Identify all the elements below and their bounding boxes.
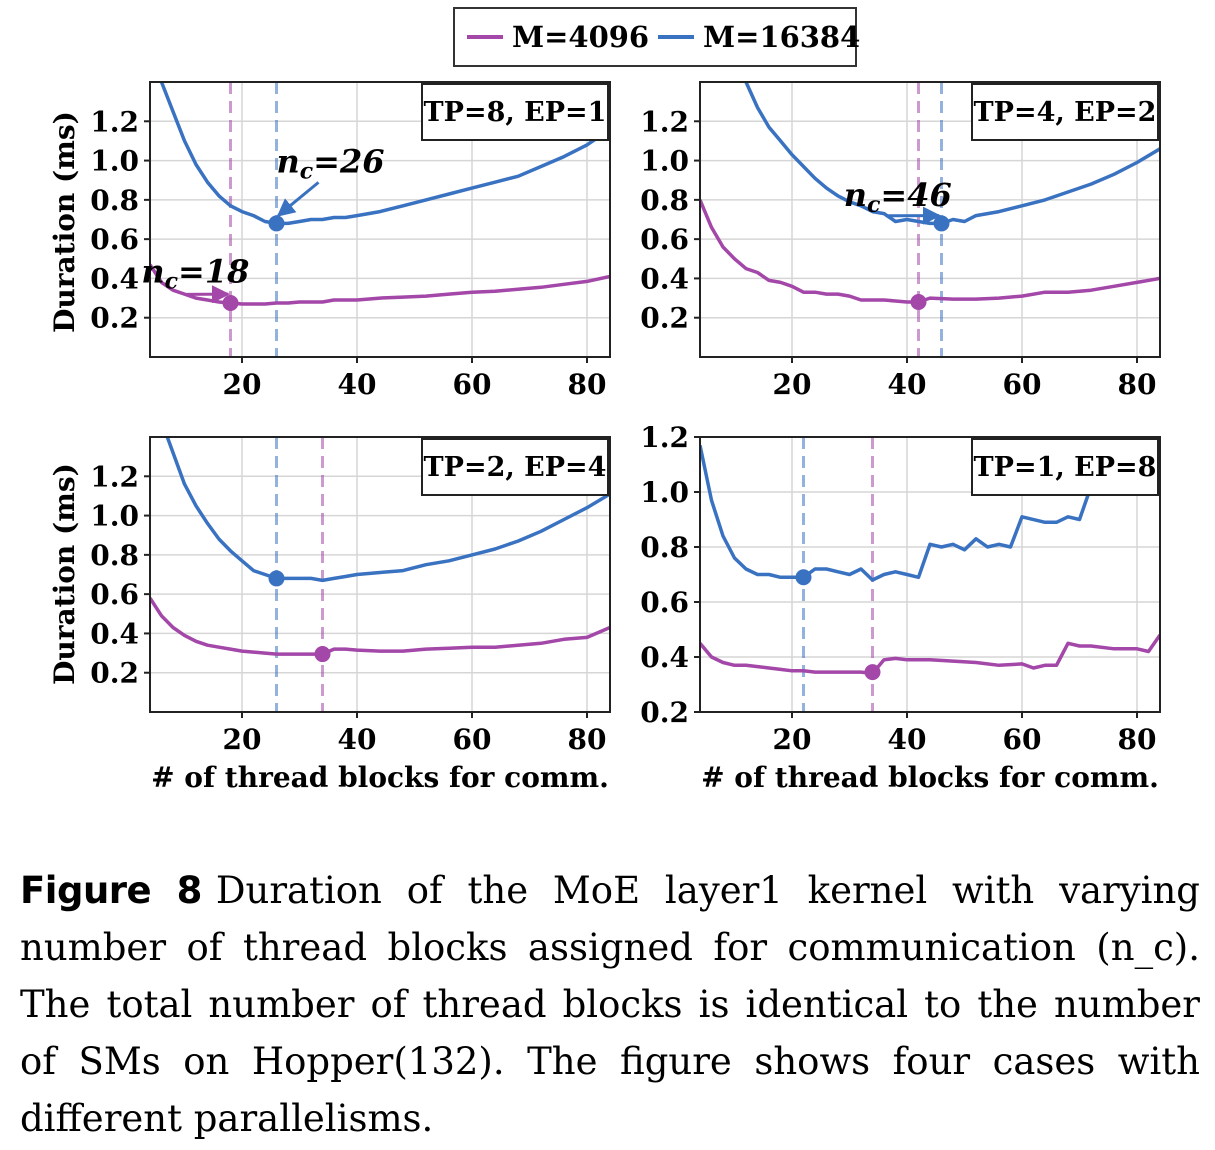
nc-annotation-m16384: nc=26	[277, 142, 385, 184]
y-tick-label: 0.2	[90, 302, 139, 335]
series-line-m16384	[744, 82, 1160, 226]
panel-title-box	[421, 438, 609, 496]
figure-caption: Figure 8 Duration of the MoE layer1 kerne…	[20, 862, 1200, 1147]
series-line-m4096	[700, 633, 1160, 676]
min-marker-m16384	[933, 215, 950, 232]
axes-frame	[699, 436, 1161, 713]
chart-panel-1: 20 40 60 80 0.2 0.4 0.6 0.8 1.0 1.2 TP=8, EP=1 nc=1…	[90, 81, 611, 401]
x-axis-label-left: # of thread blocks for comm.	[151, 761, 609, 794]
legend: M=4096 M=16384	[453, 7, 860, 67]
y-tick-label: 0.8	[640, 531, 689, 564]
min-marker-m4096	[222, 294, 239, 311]
min-marker-m4096	[910, 294, 927, 310]
y-tick-label: 0.6	[640, 223, 689, 256]
x-tick-label: 20	[773, 368, 812, 401]
x-tick-label: 80	[568, 368, 607, 401]
nc-annotation-m4096: nc=18	[141, 252, 249, 294]
x-axis-label-right: # of thread blocks for comm.	[701, 761, 1159, 794]
min-marker-m16384	[268, 570, 285, 587]
y-tick-label: 1.2	[90, 460, 139, 493]
x-tick-label: 60	[1003, 368, 1042, 401]
series-line-m4096	[700, 199, 1160, 304]
y-tick-label: 0.4	[90, 262, 139, 295]
y-tick-label: 0.2	[640, 696, 689, 729]
y-tick-label: 0.8	[90, 539, 139, 572]
y-tick-label: 1.2	[640, 105, 689, 138]
chart-panel-3: 20 40 60 80 0.2 0.4 0.6 0.8 1.0 1.2 TP=2, EP=4	[90, 436, 611, 756]
x-tick-label: 40	[888, 723, 927, 756]
x-tick-label: 40	[338, 723, 377, 756]
panel-title-box	[421, 83, 609, 141]
y-tick-label: 0.6	[90, 223, 139, 256]
legend-label-m4096: M=4096	[512, 20, 649, 54]
y-tick-label: 0.6	[90, 578, 139, 611]
y-tick-label: 1.0	[90, 145, 139, 178]
x-tick-label: 20	[223, 723, 262, 756]
x-tick-label: 80	[1118, 723, 1157, 756]
caption-label: Figure 8	[20, 869, 202, 912]
figure-8-chart: M=4096 M=16384 Duration (ms) Duration (m…	[48, 7, 1161, 794]
nc-annotation-m16384: nc=46	[844, 176, 952, 218]
series-line-m16384	[165, 437, 610, 583]
panel-title-box	[971, 83, 1159, 141]
min-marker-m16384	[268, 215, 285, 232]
y-tick-label: 1.0	[640, 145, 689, 178]
min-marker-m4096	[864, 664, 881, 681]
legend-box	[453, 7, 857, 67]
y-tick-label: 0.4	[640, 641, 689, 674]
x-tick-label: 80	[1118, 368, 1157, 401]
series-line-m4096	[150, 597, 610, 656]
y-tick-label: 0.4	[640, 262, 689, 295]
y-tick-label: 0.8	[640, 184, 689, 217]
series-line-m4096	[150, 263, 610, 306]
x-tick-label: 80	[568, 723, 607, 756]
x-tick-label: 20	[773, 723, 812, 756]
y-tick-label: 1.0	[640, 476, 689, 509]
y-axis-label-top: Duration (ms)	[48, 111, 81, 333]
panel-title: TP=2, EP=4	[424, 452, 607, 483]
y-tick-label: 1.0	[90, 500, 139, 533]
x-tick-label: 60	[453, 368, 492, 401]
series-line-m16384	[159, 82, 610, 226]
y-tick-label: 0.6	[640, 586, 689, 619]
y-tick-label: 0.2	[640, 302, 689, 335]
y-tick-label: 1.2	[90, 105, 139, 138]
y-tick-label: 0.8	[90, 184, 139, 217]
y-tick-label: 0.2	[90, 657, 139, 690]
min-marker-m16384	[795, 569, 812, 586]
x-tick-label: 60	[453, 723, 492, 756]
x-tick-label: 20	[223, 368, 262, 401]
axes-frame	[149, 436, 611, 713]
panel-title: TP=1, EP=8	[974, 452, 1157, 483]
y-tick-label: 0.4	[90, 617, 139, 650]
axes-frame	[149, 81, 611, 358]
y-axis-label-bottom: Duration (ms)	[48, 463, 81, 685]
chart-panel-4: 20 40 60 80 0.2 0.4 0.6 0.8 1.0 1.2 TP=1, EP=8	[640, 421, 1161, 756]
panel-title: TP=4, EP=2	[974, 97, 1157, 128]
panel-title-box	[971, 438, 1159, 496]
chart-panel-2: 20 40 60 80 0.2 0.4 0.6 0.8 1.0 1.2 TP=4, EP=2 nc=4…	[640, 81, 1161, 401]
axes-frame	[699, 81, 1161, 358]
x-tick-label: 60	[1003, 723, 1042, 756]
nc-arrow-m16384	[276, 181, 320, 217]
x-tick-label: 40	[338, 368, 377, 401]
series-line-m16384	[700, 444, 1160, 582]
x-tick-label: 40	[888, 368, 927, 401]
panel-title: TP=8, EP=1	[424, 97, 607, 128]
y-tick-label: 1.2	[640, 421, 689, 454]
legend-label-m16384: M=16384	[703, 20, 860, 54]
caption-text: Duration of the MoE layer1 kernel with v…	[20, 869, 1200, 1140]
min-marker-m4096	[314, 646, 331, 663]
